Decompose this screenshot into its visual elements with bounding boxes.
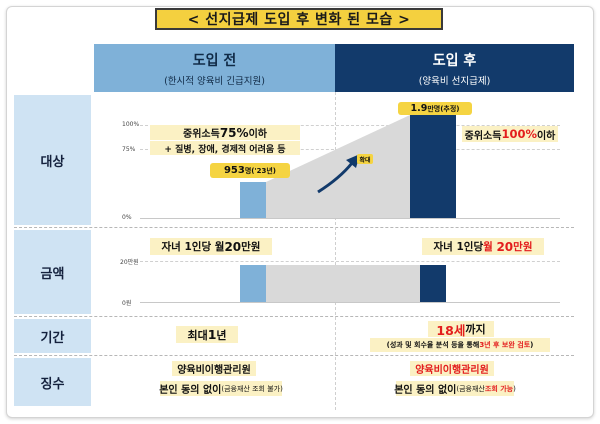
header-after-subtitle: (양육비 선지급제) — [418, 75, 491, 87]
target-before-line1-post: 이하 — [248, 129, 267, 140]
collection-before-line2: 본인 동의 없이 (금융재산 조회 불가) — [159, 381, 283, 396]
header-before-title: 도입 전 — [192, 52, 237, 69]
expand-arrowhead-icon — [346, 154, 360, 168]
target-after-text-pct: 100% — [501, 127, 537, 141]
target-y-tick-100: 100% — [122, 121, 140, 128]
period-after-sub-post: ) — [530, 341, 534, 349]
period-before-unit: 년 — [216, 328, 227, 342]
target-after-text-post: 이하 — [536, 130, 556, 142]
amount-bar-before — [240, 265, 266, 302]
row-label-amount: 금액 — [14, 230, 91, 314]
amount-y-tick-20: 20만원 — [120, 259, 139, 266]
row-label-period: 기간 — [14, 319, 91, 353]
row-separator — [14, 316, 574, 317]
collection-after-line2-small-red: 조회 가능 — [484, 384, 514, 393]
target-after-text-pre: 중위소득 — [464, 130, 502, 142]
target-after-count-pill: 1.9 만명(추정) — [398, 102, 472, 115]
amount-after-text: 자녀 1인당 월 20 만원 — [422, 238, 544, 255]
period-after-value: 18세 — [436, 322, 466, 338]
expand-label: 확대 — [357, 154, 373, 164]
target-after-text: 중위소득 100% 이하 — [462, 126, 558, 142]
target-growth-wedge — [266, 115, 410, 218]
amount-y-tick-0: 0원 — [122, 300, 132, 307]
amount-before-unit: 만원 — [241, 241, 261, 253]
target-bar-before — [240, 182, 266, 218]
period-after-sub-red: 3년 후 보완 검토 — [479, 341, 531, 349]
target-before-line1-pre: 중위소득 — [183, 129, 220, 140]
row-separator — [14, 227, 574, 228]
target-before-count-pill: 953 명('23년) — [210, 163, 290, 178]
amount-after-pre: 자녀 1인당 — [433, 241, 484, 253]
target-before-line2: + 질병, 장애, 경제적 어려움 등 — [150, 141, 300, 155]
collection-after-line2-main: 본인 동의 없이 — [394, 385, 457, 396]
header-after-title: 도입 후 — [432, 52, 477, 69]
target-y-tick-0: 0% — [122, 214, 132, 221]
collection-after-line1: 양육비이행관리원 — [410, 361, 494, 376]
amount-after-unit: 만원 — [513, 241, 533, 253]
target-axis-baseline — [140, 218, 560, 219]
row-separator — [14, 355, 574, 356]
period-before-value: 1 — [207, 327, 217, 342]
collection-after-line2-small-post: ) — [513, 384, 516, 393]
period-before-pre: 최대 — [187, 328, 208, 342]
header-before-subtitle: (한시적 양육비 긴급지원) — [164, 75, 265, 87]
target-before-count-unit: 명('23년) — [244, 166, 277, 175]
row-label-target: 대상 — [14, 95, 91, 225]
period-after-sub: (성과 및 회수율 분석 등을 통해 3년 후 보완 검토) — [370, 338, 550, 352]
infographic-title: < 선지급제 도입 후 변화 된 모습 > — [155, 8, 443, 30]
amount-before-value: 20 — [224, 239, 242, 254]
column-separator — [335, 92, 336, 410]
target-before-line1-pct: 75% — [219, 125, 249, 140]
header-after: 도입 후 (양육비 선지급제) — [335, 44, 574, 92]
target-before-count: 953 — [223, 165, 245, 176]
collection-after-line2-small-pre: (금융재산 — [456, 384, 485, 393]
amount-before-text: 자녀 1인당 월 20 만원 — [150, 238, 272, 255]
target-before-line1: 중위소득 75% 이하 — [150, 125, 300, 140]
collection-before-line1: 양육비이행관리원 — [172, 361, 256, 376]
expand-arrow-icon — [317, 162, 354, 194]
amount-axis-baseline — [140, 302, 560, 303]
collection-before-line2-main: 본인 동의 없이 — [159, 385, 222, 396]
target-after-count: 1.9 — [410, 103, 428, 114]
row-label-collection: 징수 — [14, 358, 91, 406]
period-after-text: 18세 까지 — [428, 321, 494, 338]
amount-gap-band — [266, 265, 420, 302]
target-gridline-100 — [140, 125, 560, 126]
collection-after-line1-text: 양육비이행관리원 — [415, 365, 489, 376]
amount-after-month: 월 — [483, 241, 493, 253]
target-bar-after — [410, 115, 456, 218]
period-after-sub-pre: (성과 및 회수율 분석 등을 통해 — [386, 341, 480, 349]
amount-gridline-20 — [140, 261, 560, 262]
collection-after-line2: 본인 동의 없이 (금융재산 조회 가능) — [394, 381, 516, 396]
amount-after-value: 20 — [496, 239, 514, 254]
amount-bar-after — [420, 265, 446, 302]
header-before: 도입 전 (한시적 양육비 긴급지원) — [94, 44, 335, 92]
period-after-post: 까지 — [465, 323, 486, 336]
collection-before-line2-small: (금융재산 조회 불가) — [221, 384, 283, 393]
target-y-tick-75: 75% — [122, 146, 136, 153]
target-after-count-unit: 만명(추정) — [427, 104, 460, 113]
amount-before-pre: 자녀 1인당 월 — [161, 241, 225, 253]
